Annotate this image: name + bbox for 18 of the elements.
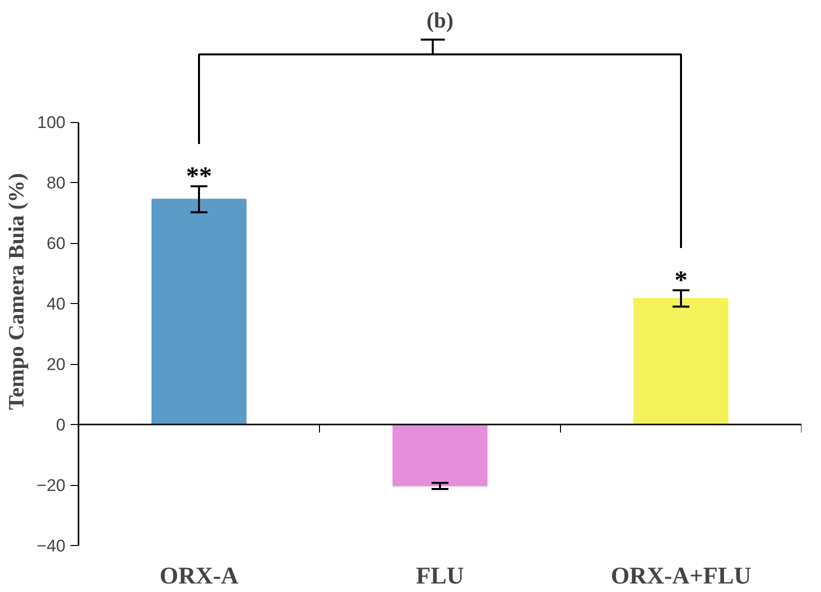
bar xyxy=(392,424,488,486)
annotation: * xyxy=(674,265,688,294)
bar xyxy=(152,198,246,426)
x-tick-label: ORX-A+FLU xyxy=(610,564,752,590)
y-tick-label: 40 xyxy=(46,294,66,314)
y-tick-label: −20 xyxy=(36,476,66,496)
chart-title: (b) xyxy=(426,8,454,32)
y-tick-label: 0 xyxy=(56,416,66,435)
y-tick-label: 100 xyxy=(37,113,66,132)
y-tick-label: 60 xyxy=(46,234,66,254)
y-tick-label: −40 xyxy=(36,536,66,556)
bar xyxy=(634,298,728,426)
annotation: ** xyxy=(186,161,212,190)
y-tick-label: 80 xyxy=(46,174,66,193)
x-tick-label: FLU xyxy=(416,564,464,590)
y-tick-label: 20 xyxy=(46,355,66,374)
y-axis-title: Tempo Camera Buia (%) xyxy=(4,173,29,410)
x-tick-label: ORX-A xyxy=(160,564,239,590)
